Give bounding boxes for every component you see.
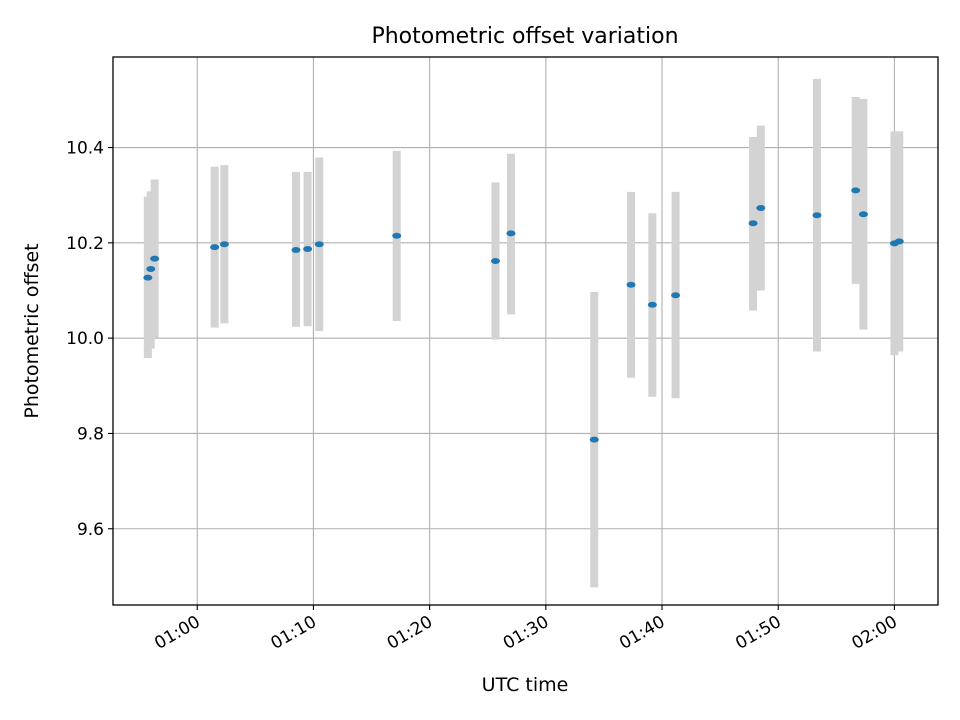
y-tick-label: 9.8 xyxy=(77,424,104,444)
data-point xyxy=(490,257,500,264)
data-point xyxy=(748,220,758,227)
data-point xyxy=(756,205,766,212)
data-point xyxy=(589,436,599,443)
data-point xyxy=(647,301,657,308)
data-point xyxy=(219,241,229,248)
x-axis-label: UTC time xyxy=(482,674,569,696)
data-point xyxy=(506,230,516,237)
data-point xyxy=(851,187,861,194)
data-point xyxy=(210,244,220,251)
data-point xyxy=(146,266,156,273)
data-point xyxy=(150,255,160,262)
data-point xyxy=(626,281,636,288)
data-point xyxy=(303,246,313,253)
data-point xyxy=(143,274,153,281)
data-point xyxy=(671,292,681,299)
data-point xyxy=(392,232,402,239)
y-tick-label: 9.6 xyxy=(77,520,104,540)
y-tick-label: 10.4 xyxy=(66,139,104,159)
data-point xyxy=(314,241,324,248)
data-point xyxy=(812,212,822,219)
y-tick-label: 10.0 xyxy=(66,329,104,349)
point-layer xyxy=(143,187,904,443)
plot-frame xyxy=(112,56,939,606)
data-point xyxy=(858,211,868,218)
chart-title: Photometric offset variation xyxy=(371,24,678,49)
plot-area-background xyxy=(113,57,938,605)
y-tick-label: 10.2 xyxy=(66,234,104,254)
y-axis-label: Photometric offset xyxy=(21,243,43,418)
data-point xyxy=(291,246,301,253)
data-point xyxy=(894,238,904,245)
